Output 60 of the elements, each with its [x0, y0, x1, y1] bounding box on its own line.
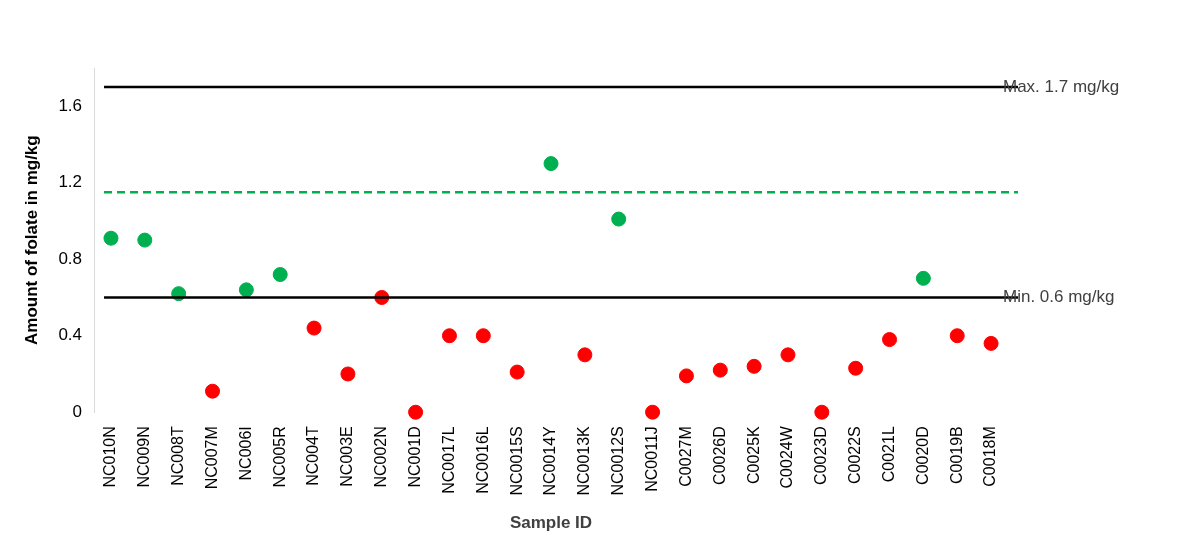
ref-line-label: Max. 1.7 mg/kg	[1003, 76, 1120, 96]
x-tick-label: NC0013K	[575, 425, 593, 496]
x-tick-label: NC004T	[304, 426, 322, 486]
point	[205, 383, 221, 399]
point	[712, 362, 728, 378]
point	[509, 364, 525, 380]
x-tick-label: NC009N	[135, 426, 153, 488]
x-tick-label: C0026D	[710, 426, 728, 485]
y-axis-title: Amount of folate in mg/kg	[21, 135, 41, 345]
point	[577, 347, 593, 363]
point	[814, 404, 830, 420]
point	[678, 368, 694, 384]
y-tick-label: 1.2	[58, 172, 83, 192]
x-tick-label: C0025K	[744, 425, 762, 485]
x-tick-label: NC005R	[270, 426, 288, 488]
point	[272, 267, 288, 283]
x-tick-label: NC0015S	[507, 426, 525, 496]
x-tick-label: C0022S	[846, 426, 864, 485]
x-tick-label: NC0012S	[609, 426, 627, 496]
point	[306, 320, 322, 336]
x-tick-label: NC002N	[372, 426, 390, 488]
x-tick-label: NC0011J	[642, 426, 660, 492]
point	[746, 358, 762, 374]
point	[475, 328, 491, 344]
point	[780, 347, 796, 363]
x-tick-label: NC006I	[236, 426, 254, 481]
x-tick-label: NC0014Y	[541, 425, 559, 496]
point	[543, 156, 559, 172]
x-tick-label: NC0017L	[439, 426, 457, 494]
x-tick-label: NC008T	[169, 426, 187, 486]
y-tick-label: 0	[72, 401, 83, 421]
point	[645, 404, 661, 420]
x-tick-label: NC0016L	[473, 426, 491, 494]
point	[340, 366, 356, 382]
point	[441, 328, 457, 344]
point	[611, 211, 627, 227]
x-tick-label: C0018M	[981, 426, 999, 487]
point	[983, 335, 999, 351]
point	[238, 282, 254, 298]
x-axis-title: Sample ID	[509, 513, 593, 533]
x-tick-label: C0024W	[778, 425, 796, 489]
x-tick-label: C0027M	[676, 426, 694, 487]
x-tick-label: NC007M	[202, 426, 220, 490]
point	[408, 404, 424, 420]
y-tick-label: 0.4	[58, 325, 83, 345]
point	[137, 232, 153, 248]
x-tick-label: C0021L	[879, 426, 897, 483]
y-tick-label: 1.6	[58, 95, 83, 115]
point	[848, 360, 864, 376]
point	[882, 332, 898, 348]
x-tick-label: C0019B	[947, 426, 965, 485]
x-tick-label: NC001D	[406, 426, 424, 488]
point	[915, 270, 931, 286]
y-tick-label: 0.8	[58, 248, 83, 268]
x-tick-label: C0023D	[812, 426, 830, 485]
x-tick-label: C0020D	[913, 426, 931, 485]
x-tick-label: NC010N	[101, 426, 119, 488]
point	[103, 230, 119, 246]
x-tick-label: NC003E	[338, 426, 356, 487]
point	[949, 328, 965, 344]
